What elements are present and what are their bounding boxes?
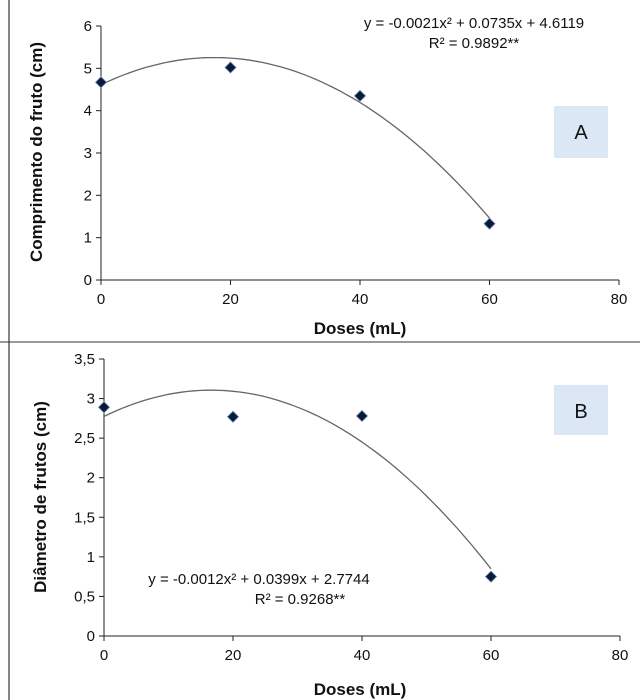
data-point <box>355 409 369 423</box>
y-tick-label: 3 <box>87 391 95 408</box>
trendline <box>100 56 490 219</box>
x-tick-label: 60 <box>483 647 500 664</box>
panel-label: B <box>574 401 587 423</box>
chart-panel-a: A y = -0.0021x² + 0.0735x + 4.6119 R² = … <box>27 15 627 338</box>
y-tick-label: 1,5 <box>74 509 95 526</box>
x-tick-label: 40 <box>354 647 371 664</box>
x-tick-label: 0 <box>100 647 108 664</box>
x-axis-title: Doses (mL) <box>314 680 407 699</box>
regression-equation: y = -0.0021x² + 0.0735x + 4.6119 <box>364 15 584 32</box>
y-tick-label: 0,5 <box>74 588 95 605</box>
r-squared: R² = 0.9268** <box>255 591 346 608</box>
y-tick-label: 0 <box>84 272 92 289</box>
y-tick-label: 6 <box>84 18 92 35</box>
y-tick-label: 1 <box>84 230 92 247</box>
x-axis-title: Doses (mL) <box>314 319 407 338</box>
y-axis-title: Comprimento do fruto (cm) <box>27 42 46 262</box>
x-tick-label: 20 <box>222 291 239 308</box>
data-point <box>484 570 498 583</box>
y-tick-label: 1 <box>87 549 95 566</box>
y-tick-label: 3,5 <box>74 351 95 368</box>
chart-panel-b: B y = -0.0012x² + 0.0399x + 2.7744 R² = … <box>31 351 628 699</box>
r-squared: R² = 0.9892** <box>429 35 520 52</box>
y-axis-title: Diâmetro de frutos (cm) <box>31 401 50 593</box>
data-point <box>224 61 237 74</box>
trendline <box>103 389 492 570</box>
data-point <box>94 76 108 89</box>
panel-label-box <box>554 385 608 435</box>
y-tick-label: 3 <box>84 145 92 162</box>
data-point <box>353 89 367 102</box>
x-tick-label: 80 <box>612 647 629 664</box>
y-tick-label: 2 <box>84 187 92 204</box>
y-tick-label: 4 <box>84 103 92 120</box>
y-tick-label: 2,5 <box>74 430 95 447</box>
data-point <box>97 401 111 414</box>
y-tick-label: 0 <box>87 628 95 645</box>
data-point <box>483 217 496 230</box>
regression-equation: y = -0.0012x² + 0.0399x + 2.7744 <box>148 571 369 588</box>
panel-label: A <box>574 122 588 144</box>
panel-label-box <box>554 106 608 158</box>
x-tick-label: 60 <box>481 291 498 308</box>
x-tick-label: 0 <box>97 291 105 308</box>
y-tick-label: 5 <box>84 60 92 77</box>
x-tick-label: 20 <box>225 647 242 664</box>
x-tick-label: 80 <box>611 291 628 308</box>
y-tick-label: 2 <box>87 470 95 487</box>
x-tick-label: 40 <box>352 291 369 308</box>
data-point <box>226 410 240 423</box>
